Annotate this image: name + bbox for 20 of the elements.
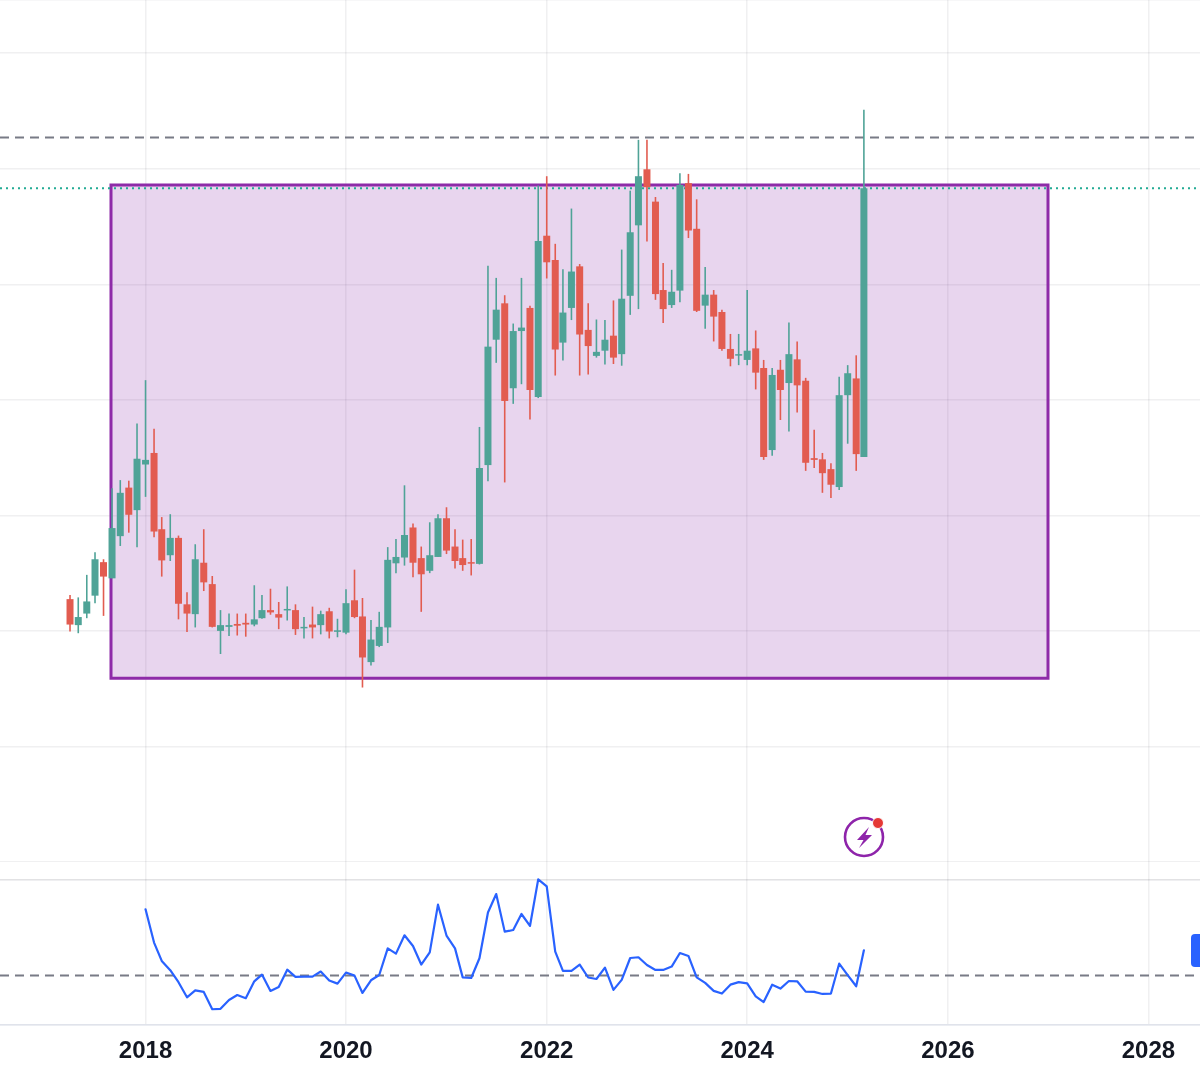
x-tick-label: 2020 [319,1036,373,1064]
candlestick [467,539,475,576]
candlestick [183,592,191,633]
candlestick [250,585,258,627]
candlestick [417,546,425,612]
candlestick [584,303,592,375]
x-tick-label: 2018 [118,1036,173,1064]
candlestick [543,176,551,279]
x-tick-label: 2028 [1121,1036,1176,1064]
candlestick [743,290,751,366]
x-tick-label: 2022 [520,1036,574,1064]
candlestick [643,139,651,242]
candlestick [701,266,709,329]
candlestick [275,602,283,630]
candlestick [74,597,82,634]
candlestick [225,613,233,637]
x-tick-label: 2024 [720,1036,775,1064]
x-tick-label: 2026 [921,1036,975,1064]
candlestick [601,320,609,365]
candlestick [785,322,793,432]
